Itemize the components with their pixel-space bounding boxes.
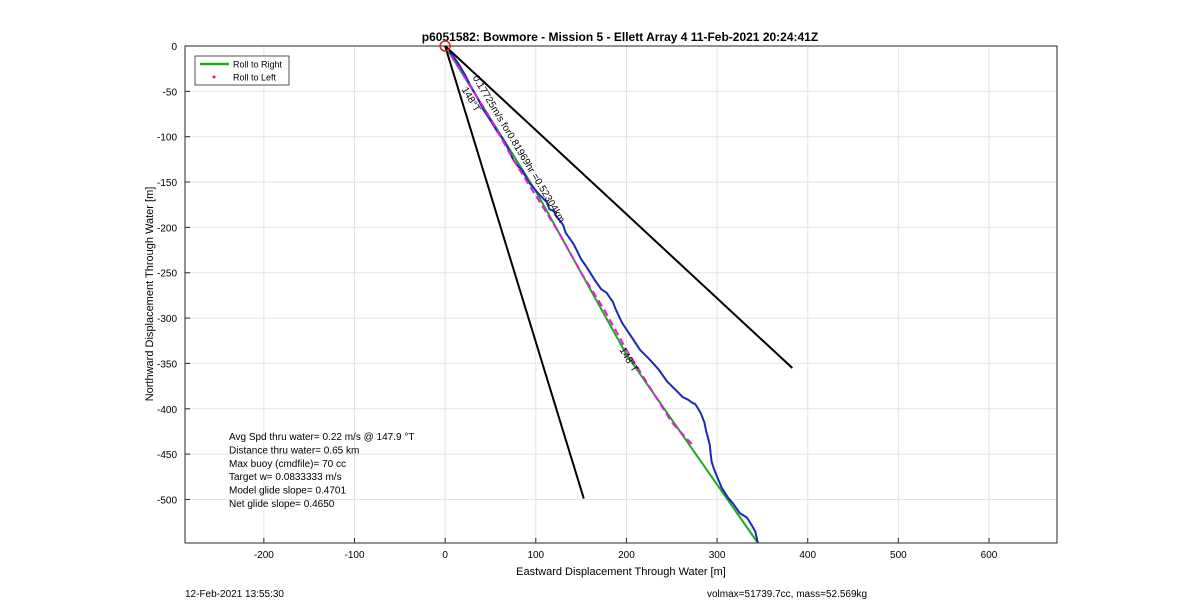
x-tick-label: 400 <box>799 550 816 561</box>
series-line-4 <box>444 45 585 499</box>
stats-line: Avg Spd thru water= 0.22 m/s @ 147.9 °T <box>229 432 414 443</box>
stats-line: Target w= 0.0833333 m/s <box>229 472 342 483</box>
y-axis-label: Northward Displacement Through Water [m] <box>144 187 156 402</box>
y-tick-label: -50 <box>163 87 178 98</box>
stats-line: Model glide slope= 0.4701 <box>229 486 346 497</box>
legend-box <box>194 55 290 86</box>
x-axis-label: Eastward Displacement Through Water [m] <box>516 566 726 578</box>
y-tick-label: -100 <box>157 133 177 144</box>
y-tick-label: -450 <box>157 450 177 461</box>
y-tick-label: -250 <box>157 269 177 280</box>
stats-line: Max buoy (cmdfile)= 70 cc <box>229 459 346 470</box>
legend-label: Roll to Left <box>233 73 277 83</box>
x-tick-label: 300 <box>709 550 726 561</box>
y-tick-label: -400 <box>157 405 177 416</box>
chart-title: p6051582: Bowmore - Mission 5 - Ellett A… <box>422 30 818 44</box>
annotation-label: 148°T <box>617 346 640 375</box>
legend-swatch-dot <box>212 75 216 79</box>
y-tick-label: -500 <box>157 495 177 506</box>
stats-line: Distance thru water= 0.65 km <box>229 445 359 456</box>
plot-frame <box>184 45 1058 544</box>
x-tick-label: 100 <box>527 550 544 561</box>
x-tick-label: -100 <box>344 550 364 561</box>
footer-info: volmax=51739.7cc, mass=52.569kg <box>707 589 868 600</box>
series-line-2 <box>444 45 696 448</box>
y-tick-label: -150 <box>157 178 177 189</box>
x-tick-label: -200 <box>254 550 274 561</box>
x-tick-label: 0 <box>442 550 448 561</box>
y-tick-label: -200 <box>157 223 177 234</box>
footer-timestamp: 12-Feb-2021 13:55:30 <box>185 589 284 600</box>
series-line-3 <box>444 45 793 369</box>
x-tick-label: 600 <box>981 550 998 561</box>
x-tick-label: 500 <box>890 550 907 561</box>
start-marker <box>439 40 451 52</box>
x-tick-label: 200 <box>618 550 635 561</box>
annotation-label: 0.17725m/s for0.81969hr =0.52304km <box>470 74 567 225</box>
stats-line: Net glide slope= 0.4650 <box>229 499 335 510</box>
legend-label: Roll to Right <box>233 60 283 70</box>
y-tick-label: -300 <box>157 314 177 325</box>
y-tick-label: 0 <box>171 42 177 53</box>
y-tick-label: -350 <box>157 359 177 370</box>
